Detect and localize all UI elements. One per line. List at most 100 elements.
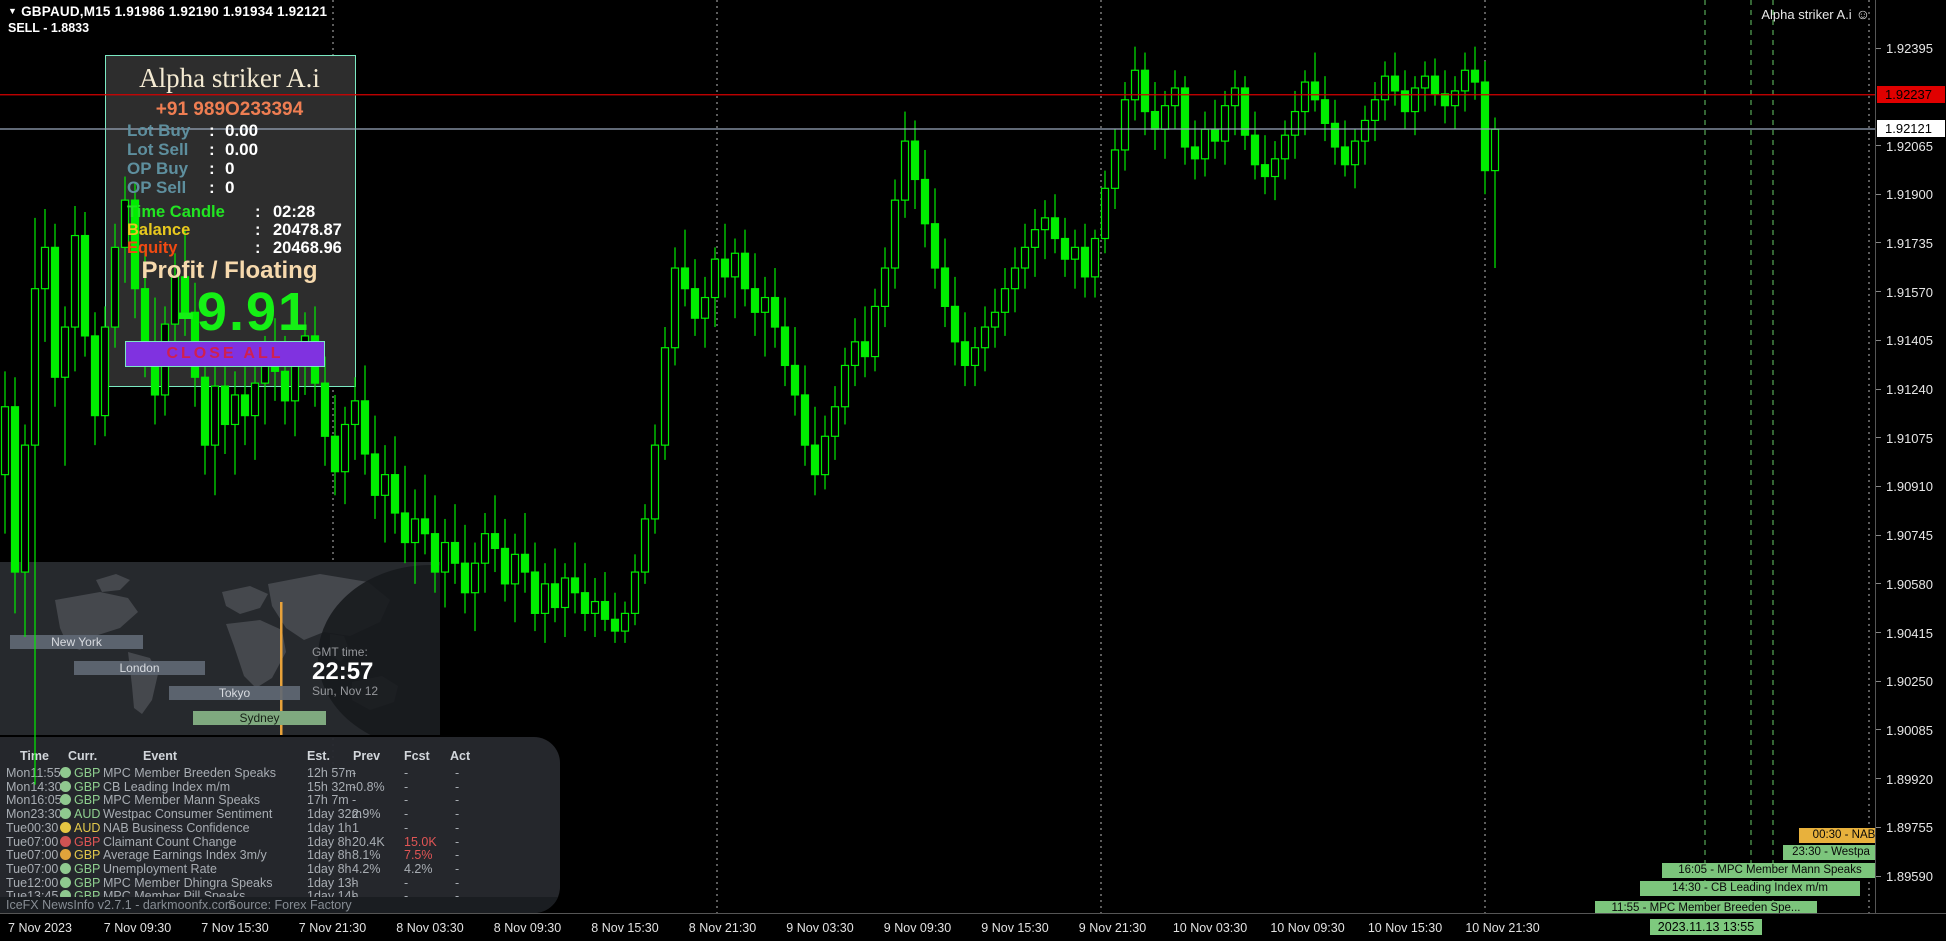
ea-panel: Alpha striker A.i +91 989O233394 Lot Buy… — [105, 55, 354, 385]
time-label: 8 Nov 09:30 — [493, 921, 562, 935]
lot-sell-row: Lot Sell : 0.00 — [127, 140, 259, 159]
price-label: 1.91570 — [1886, 284, 1933, 300]
news-fcst: - — [404, 766, 409, 780]
price-label: 1.90910 — [1886, 479, 1933, 495]
news-flag-label: 00:30 - NAB — [1799, 828, 1889, 843]
equity-value: 20468.96 — [273, 239, 342, 257]
news-act: - — [455, 820, 460, 835]
price-tick — [1876, 291, 1881, 292]
time-label: 10 Nov 21:30 — [1465, 921, 1540, 935]
time-label: 9 Nov 03:30 — [786, 921, 854, 935]
news-time: Tue07:00 — [6, 848, 59, 863]
price-tick — [1876, 242, 1881, 243]
ea-name-top-right: Alpha striker A.i ☺ — [1761, 6, 1870, 22]
time-label: 8 Nov 03:30 — [396, 921, 464, 935]
session-bar-tokyo: Tokyo — [169, 686, 300, 700]
news-event: Unemployment Rate — [103, 861, 217, 876]
price-tick — [1876, 340, 1881, 341]
impact-dot-red — [60, 835, 71, 847]
news-time: Tue00:30 — [6, 820, 59, 835]
news-event: NAB Business Confidence — [103, 820, 250, 835]
lot-sell-value: 0.00 — [225, 140, 259, 159]
price-tick — [1876, 437, 1881, 438]
lot-buy-value: 0.00 — [225, 121, 259, 140]
impact-dot-green — [60, 794, 71, 806]
news-fcst: - — [404, 820, 409, 835]
news-fcst: - — [404, 889, 408, 903]
news-prev: - — [352, 793, 357, 808]
time-label: 9 Nov 15:30 — [981, 921, 1049, 935]
price-label: 1.91405 — [1886, 333, 1933, 349]
news-prev: - — [352, 889, 356, 903]
time-axis[interactable]: 2023.11.13 13:55 7 Nov 2023 7 Nov 09:30 7 … — [0, 913, 1946, 941]
news-act: - — [455, 779, 460, 794]
news-est: 15h 32m — [307, 779, 356, 794]
impact-dot-green — [60, 808, 71, 820]
gmt-time: 22:57 — [312, 658, 374, 685]
news-currency: GBP — [74, 793, 101, 808]
news-currency: GBP — [74, 848, 101, 863]
price-label: 1.91735 — [1886, 235, 1933, 251]
price-label: 1.90745 — [1886, 528, 1933, 544]
news-footer: IceFX NewsInfo v2.7.1 - darkmoonfx.com S… — [0, 897, 560, 913]
news-footer-version: IceFX NewsInfo v2.7.1 - darkmoonfx.com — [6, 898, 236, 912]
news-prev: - — [352, 875, 357, 890]
time-label: 7 Nov 09:30 — [103, 921, 172, 935]
price-tick — [1876, 486, 1881, 487]
impact-dot-green — [60, 767, 71, 778]
news-time: Mon23:30 — [6, 807, 62, 822]
price-label: 1.91075 — [1886, 430, 1933, 446]
news-col-header: Fcst — [404, 749, 430, 763]
price-tick — [1876, 632, 1881, 633]
news-prev: 20.4K — [352, 834, 385, 849]
news-currency: GBP — [74, 779, 101, 794]
news-col-header: Est. — [307, 749, 330, 763]
news-prev: -0.8% — [352, 779, 385, 794]
news-col-header: Prev — [353, 749, 381, 763]
news-est: 1day 8h — [307, 848, 352, 863]
news-time: Mon14:30 — [6, 779, 62, 794]
time-candle-value: 02:28 — [273, 203, 316, 221]
news-flag-label: 11:55 - MPC Member Breeden Spe... — [1595, 901, 1817, 916]
price-label: 1.92065 — [1886, 138, 1933, 154]
close-all-button[interactable]: CLOSE ALL — [125, 341, 325, 367]
price-tick — [1876, 778, 1881, 779]
price-axis[interactable]: 1.92395 1.92065 1.91900 1.91735 1.91570 1.914… — [1875, 0, 1946, 913]
price-label: 1.91900 — [1886, 187, 1933, 203]
impact-dot-green — [60, 890, 71, 902]
price-label: 1.90250 — [1886, 674, 1933, 690]
news-event: Average Earnings Index 3m/y — [103, 848, 267, 863]
symbol-info: ▼ GBPAUD,M15 1.91986 1.92190 1.91934 1.92… — [8, 4, 327, 19]
op-buy-value: 0 — [225, 159, 235, 178]
symbol-dropdown-icon[interactable]: ▼ — [8, 6, 18, 16]
ea-phone: +91 989O233394 — [155, 99, 304, 120]
news-est: 1day 8h — [307, 834, 352, 849]
news-currency: GBP — [74, 766, 101, 780]
resistance-price-box: 1.92237 — [1877, 86, 1945, 104]
news-time: Tue12:00 — [6, 875, 59, 890]
news-fcst: - — [404, 793, 409, 808]
op-buy-row: OP Buy : 0 — [127, 159, 235, 178]
news-act: - — [455, 834, 460, 849]
balance-value: 20478.87 — [273, 221, 342, 239]
news-act: - — [455, 848, 460, 863]
time-label: 9 Nov 09:30 — [883, 921, 952, 935]
news-act: - — [455, 793, 460, 808]
news-col-header: Curr. — [68, 749, 98, 763]
price-tick — [1876, 583, 1881, 584]
news-flag-label: 23:30 - Westpa — [1783, 845, 1879, 860]
news-event: MPC Member Breeden Speaks — [103, 766, 276, 780]
news-event: Westpac Consumer Sentiment — [103, 807, 273, 822]
news-prev: 2.9% — [352, 807, 381, 822]
news-panel: Time Curr. Event Est. Prev Fcst Act Mon11:55 GBP… — [0, 737, 560, 913]
news-est: 17h 7m — [307, 793, 349, 808]
price-tick — [1876, 48, 1881, 49]
ea-smiley-icon[interactable]: ☺ — [1855, 6, 1870, 22]
time-label: 7 Nov 21:30 — [298, 921, 367, 935]
price-label: 1.91240 — [1886, 382, 1933, 398]
news-col-header: Event — [143, 749, 178, 763]
op-sell-row: OP Sell : 0 — [127, 178, 235, 197]
price-tick — [1876, 145, 1881, 146]
news-est: 1day 8h — [307, 861, 352, 876]
ea-title: Alpha striker A.i — [139, 63, 320, 93]
